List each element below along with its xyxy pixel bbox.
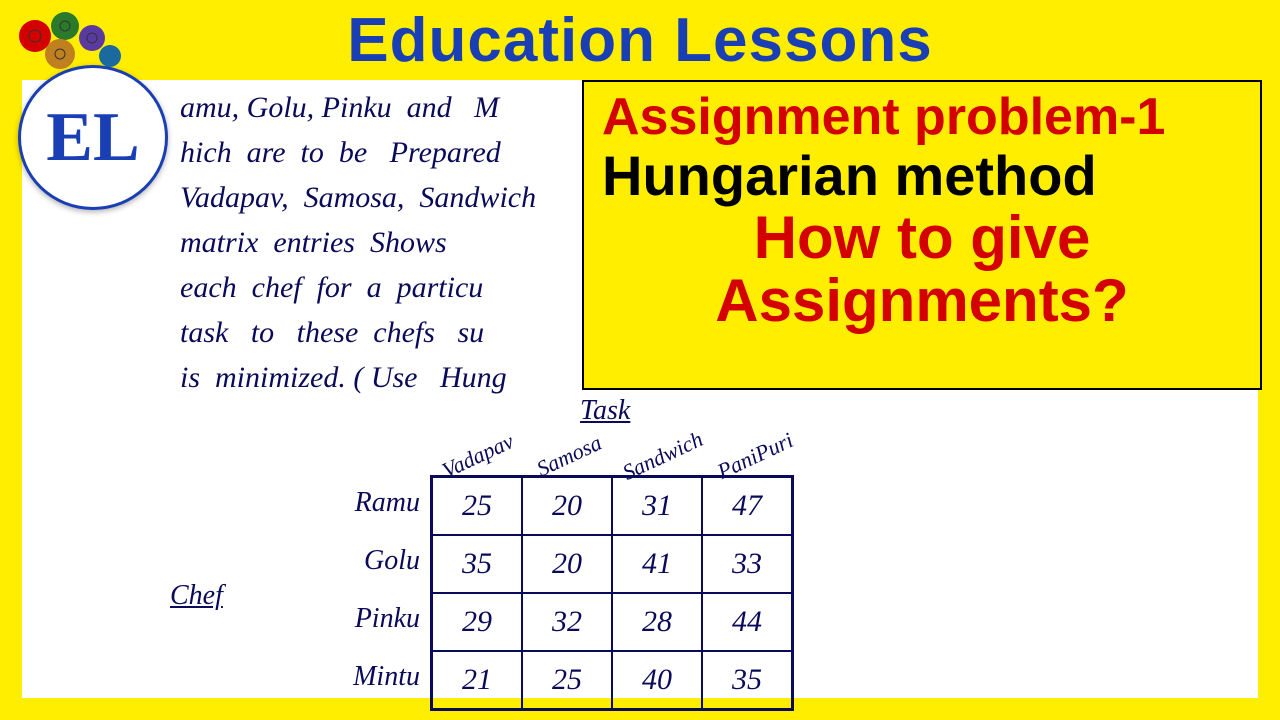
row-header: Golu bbox=[310, 545, 420, 577]
cell: 41 bbox=[612, 535, 702, 593]
cell: 40 bbox=[612, 651, 702, 709]
table-row: 25 20 31 47 bbox=[432, 477, 792, 535]
logo-text: EL bbox=[46, 103, 139, 173]
overlay-question-1: How to give bbox=[602, 206, 1242, 269]
cell: 25 bbox=[432, 477, 522, 535]
table-row: 21 25 40 35 bbox=[432, 651, 792, 709]
cell: 25 bbox=[522, 651, 612, 709]
cell: 28 bbox=[612, 593, 702, 651]
cell: 20 bbox=[522, 535, 612, 593]
row-header: Mintu bbox=[310, 661, 420, 693]
cost-matrix: 25 20 31 47 35 20 41 33 29 32 28 44 21 2… bbox=[430, 475, 794, 711]
overlay-subtitle-1: Assignment problem-1 bbox=[602, 90, 1242, 145]
channel-logo: EL bbox=[18, 65, 168, 210]
title-overlay: Assignment problem-1 Hungarian method Ho… bbox=[582, 80, 1262, 390]
main-title: Education Lessons bbox=[347, 5, 932, 76]
overlay-question-2: Assignments? bbox=[602, 269, 1242, 332]
cell: 31 bbox=[612, 477, 702, 535]
row-header: Ramu bbox=[310, 487, 420, 519]
title-bar: Education Lessons bbox=[0, 0, 1280, 80]
cell: 44 bbox=[702, 593, 792, 651]
table-row: 35 20 41 33 bbox=[432, 535, 792, 593]
cell: 33 bbox=[702, 535, 792, 593]
cell: 21 bbox=[432, 651, 522, 709]
overlay-subtitle-2: Hungarian method bbox=[602, 145, 1242, 207]
cell: 20 bbox=[522, 477, 612, 535]
row-header: Pinku bbox=[310, 603, 420, 635]
cell: 47 bbox=[702, 477, 792, 535]
chef-axis-label: Chef bbox=[170, 580, 223, 612]
task-axis-label: Task bbox=[580, 395, 630, 427]
cell: 32 bbox=[522, 593, 612, 651]
gears-icon bbox=[10, 6, 135, 76]
table-row: 29 32 28 44 bbox=[432, 593, 792, 651]
cell: 35 bbox=[432, 535, 522, 593]
cell: 35 bbox=[702, 651, 792, 709]
cell: 29 bbox=[432, 593, 522, 651]
